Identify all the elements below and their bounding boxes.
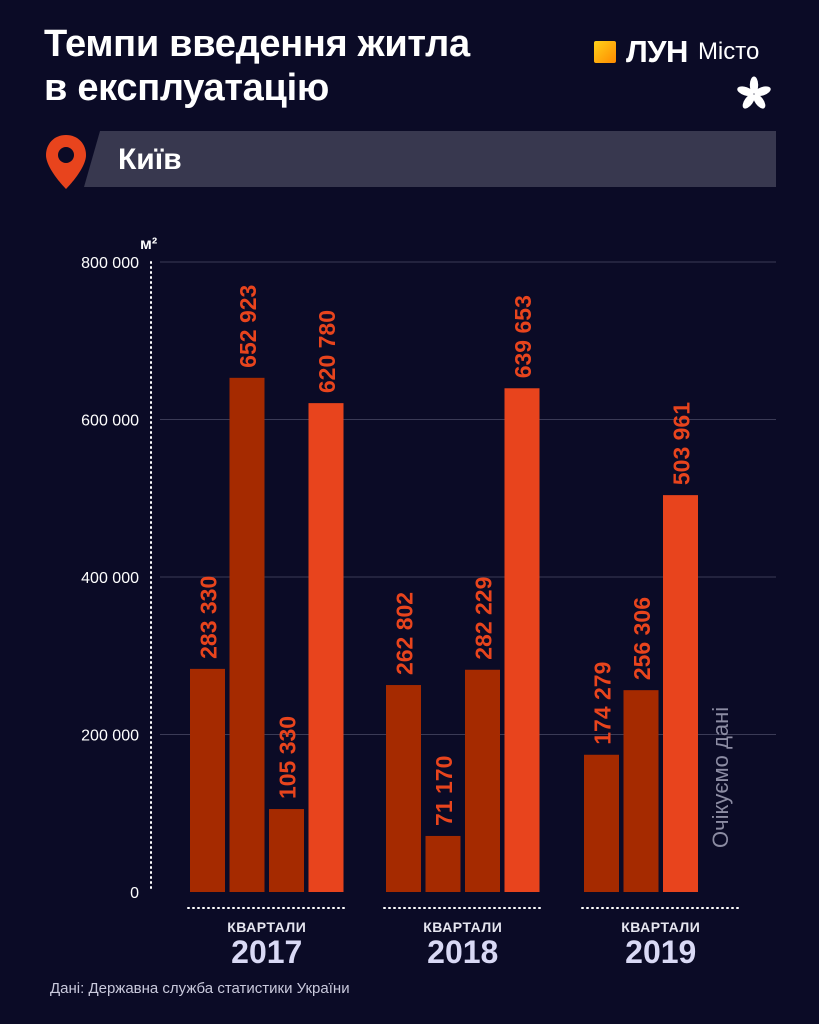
brand-sub: Місто xyxy=(697,38,760,65)
bar xyxy=(229,377,265,893)
y-tick-label: 400 000 xyxy=(81,570,139,587)
bar-value-label: 262 802 xyxy=(392,592,418,675)
bar xyxy=(308,403,344,892)
y-tick-label: 0 xyxy=(130,885,139,902)
y-tick-label: 200 000 xyxy=(81,728,139,745)
bar xyxy=(623,690,659,892)
data-source: Дані: Державна служба статистики України xyxy=(50,980,350,997)
bar-value-label: 620 780 xyxy=(314,310,340,393)
year-label: 2018 xyxy=(427,934,498,970)
title-line-1: Темпи введення житла xyxy=(44,23,470,65)
chart-title: Темпи введення житла в експлуатацію xyxy=(44,22,470,110)
bar-value-label: 256 306 xyxy=(629,597,655,680)
brand-square-icon xyxy=(594,41,616,63)
flower-icon xyxy=(737,76,771,109)
brand-logo: ЛУН Місто xyxy=(594,34,759,70)
bar-value-label: 503 961 xyxy=(669,402,695,485)
year-label: 2017 xyxy=(231,934,302,970)
group-axis-label: КВАРТАЛИ xyxy=(423,919,502,935)
y-tick-label: 800 000 xyxy=(81,255,139,272)
bar xyxy=(465,669,500,892)
y-axis-unit: м² xyxy=(140,236,157,253)
brand-name: ЛУН xyxy=(626,34,688,69)
y-tick-label: 600 000 xyxy=(81,413,139,430)
group-axis-label: КВАРТАЛИ xyxy=(227,919,306,935)
bar xyxy=(584,754,619,892)
location-pin-icon xyxy=(46,135,86,189)
city-name: Київ xyxy=(118,143,182,176)
bar xyxy=(663,495,698,892)
bar xyxy=(269,809,304,892)
city-banner xyxy=(84,131,776,187)
bar xyxy=(425,835,461,892)
bar xyxy=(504,388,540,892)
bar-value-label: 71 170 xyxy=(431,756,457,826)
bar-value-label: 174 279 xyxy=(590,662,616,745)
title-line-2: в експлуатацію xyxy=(44,67,329,109)
bar-value-label: 282 229 xyxy=(471,577,497,660)
group-axis-label: КВАРТАЛИ xyxy=(621,919,700,935)
bar-value-label: 283 330 xyxy=(196,576,222,659)
year-label: 2019 xyxy=(625,934,696,970)
bar xyxy=(190,668,225,892)
bar-value-label: 639 653 xyxy=(510,295,536,378)
bar-value-label: 652 923 xyxy=(235,285,261,368)
bar-value-label: 105 330 xyxy=(275,716,301,799)
pending-data-label: Очікуємо дані xyxy=(708,707,733,848)
bar xyxy=(386,685,421,892)
